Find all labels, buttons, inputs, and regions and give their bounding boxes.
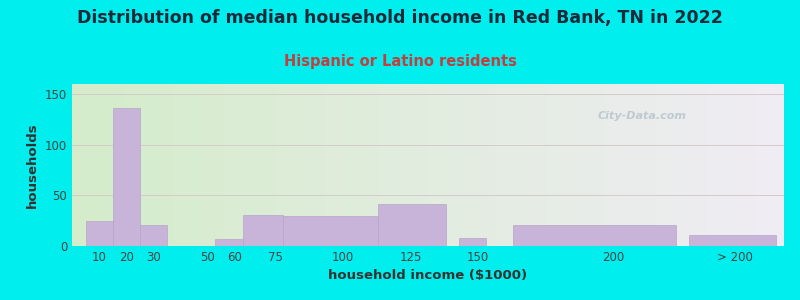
Bar [690, 235, 776, 246]
X-axis label: household income ($1000): household income ($1000) [329, 269, 527, 282]
Bar [378, 205, 446, 246]
Bar [215, 239, 242, 246]
Bar [86, 221, 113, 246]
Bar [242, 214, 283, 246]
Text: Distribution of median household income in Red Bank, TN in 2022: Distribution of median household income … [77, 9, 723, 27]
Text: City-Data.com: City-Data.com [597, 111, 686, 122]
Bar [283, 216, 378, 246]
Bar [113, 108, 140, 246]
Bar [459, 238, 486, 246]
Text: Hispanic or Latino residents: Hispanic or Latino residents [283, 54, 517, 69]
Bar [140, 225, 166, 246]
Bar [514, 225, 676, 246]
Y-axis label: households: households [26, 122, 39, 208]
